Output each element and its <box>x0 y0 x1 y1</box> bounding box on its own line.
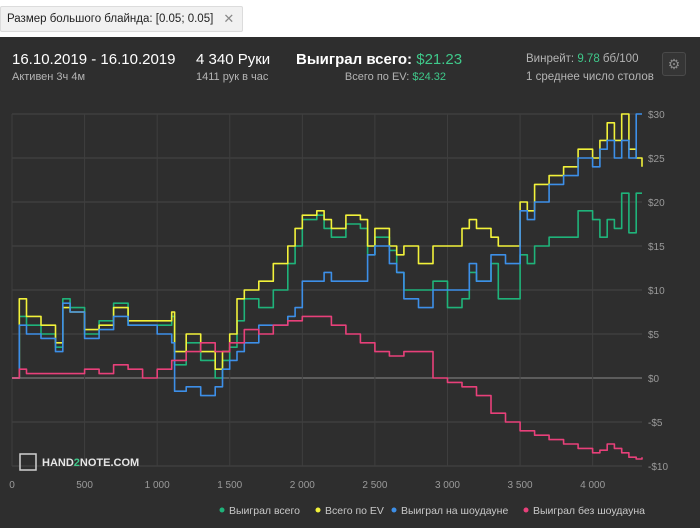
y-tick-label: $0 <box>648 374 660 385</box>
y-tick-label: $30 <box>648 110 665 121</box>
y-tick-label: $5 <box>648 330 660 341</box>
legend-label: Выиграл на шоудауне <box>401 505 508 517</box>
won-total-value: $21.23 <box>416 51 463 68</box>
won-total: Выиграл всего: $21.23 <box>296 51 462 68</box>
y-tick-label: -$10 <box>648 462 668 473</box>
svg-text:HAND2NOTE.COM: HAND2NOTE.COM <box>42 457 139 469</box>
watermark: HAND2NOTE.COM <box>19 453 139 471</box>
winrate-unit: бб/100 <box>602 53 639 65</box>
winrate-value: 9.78 <box>577 53 600 65</box>
x-tick-label: 0 <box>9 480 15 491</box>
legend-marker <box>315 507 321 513</box>
watermark-logo <box>19 453 37 471</box>
x-tick-label: 2 500 <box>362 480 387 491</box>
winrate: Винрейт: 9.78 бб/100 <box>526 53 638 65</box>
chart-legend: Выиграл всего Всего по EV Выиграл на шоуда… <box>219 505 645 517</box>
ev-total-value: $24.32 <box>412 71 446 83</box>
y-tick-label: -$5 <box>648 418 663 429</box>
won-total-label: Выиграл всего: <box>296 51 413 68</box>
x-tick-label: 4 000 <box>580 480 605 491</box>
x-tick-label: 1 000 <box>145 480 170 491</box>
legend-label: Выиграл всего <box>229 505 300 517</box>
watermark-text-2: 2 <box>74 457 80 469</box>
x-tick-label: 3 500 <box>508 480 533 491</box>
close-icon[interactable]: ✕ <box>223 11 235 26</box>
stats-graph-panel <box>0 37 700 528</box>
y-tick-label: $20 <box>648 198 665 209</box>
series-line <box>12 113 642 397</box>
chart-grid <box>11 113 642 467</box>
legend-marker <box>391 507 397 513</box>
watermark-text-3: NOTE.COM <box>80 457 139 469</box>
series-line <box>12 192 642 379</box>
x-tick-label: 3 000 <box>435 480 460 491</box>
filter-chip-label: Размер большого блайнда: [0.05; 0.05] <box>7 13 214 25</box>
x-tick-label: 2 000 <box>290 480 315 491</box>
date-range: 16.10.2019 - 16.10.2019 <box>12 51 176 68</box>
hands-per-hour: 1411 рук в час <box>196 71 269 83</box>
x-tick-label: 1 500 <box>217 480 242 491</box>
y-tick-label: $10 <box>648 286 665 297</box>
avg-tables: 1 среднее число столов <box>526 71 654 83</box>
legend-label: Выиграл без шоудауна <box>533 505 645 517</box>
hands-count: 4 340 Руки <box>196 51 271 68</box>
watermark-text-1: HAND <box>42 457 74 469</box>
ev-total-label: Всего по EV: <box>344 71 410 83</box>
chart-axes: $30 $25 $20 $15 $10 $5 $0 -$5 -$10 0 500 1 000 1 500… <box>9 110 668 491</box>
ev-total: Всего по EV: $24.32 <box>345 71 446 83</box>
gear-icon[interactable]: ⚙ <box>662 52 686 76</box>
legend-marker <box>523 507 529 513</box>
active-time: Активен 3ч 4м <box>12 71 86 83</box>
x-tick-label: 500 <box>76 480 93 491</box>
filter-chip[interactable]: Размер большого блайнда: [0.05; 0.05] ✕ <box>0 6 244 32</box>
legend-marker <box>219 507 225 513</box>
chart-series <box>12 113 643 460</box>
y-tick-label: $15 <box>648 242 665 253</box>
winrate-label: Винрейт: <box>526 53 575 65</box>
series-line <box>12 315 643 460</box>
legend-label: Всего по EV <box>325 505 384 517</box>
y-tick-label: $25 <box>648 154 665 165</box>
